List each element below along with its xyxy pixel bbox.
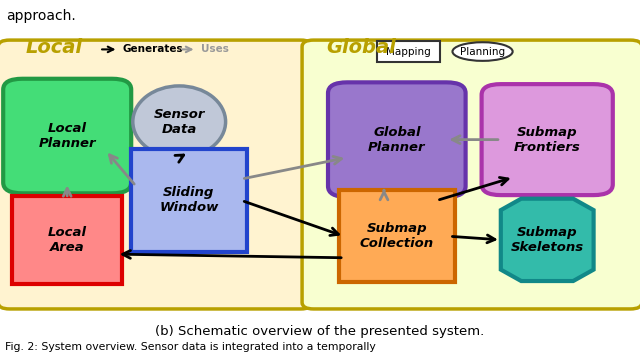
Ellipse shape	[133, 86, 226, 158]
Text: Sliding
Window: Sliding Window	[159, 187, 218, 214]
Text: approach.: approach.	[6, 9, 76, 23]
Text: Submap
Skeletons: Submap Skeletons	[511, 226, 584, 254]
FancyBboxPatch shape	[131, 149, 246, 252]
FancyBboxPatch shape	[481, 84, 613, 195]
FancyBboxPatch shape	[377, 41, 440, 62]
FancyBboxPatch shape	[12, 196, 122, 284]
Text: Sensor
Data: Sensor Data	[154, 108, 205, 136]
Text: Planning: Planning	[460, 47, 505, 57]
Text: Submap
Frontiers: Submap Frontiers	[514, 126, 580, 154]
Text: Submap
Collection: Submap Collection	[360, 222, 434, 250]
Ellipse shape	[452, 42, 513, 61]
Text: Local: Local	[26, 38, 83, 57]
Text: Uses: Uses	[201, 44, 229, 54]
Text: Fig. 2: System overview. Sensor data is integrated into a temporally: Fig. 2: System overview. Sensor data is …	[5, 342, 376, 352]
Text: Generates: Generates	[123, 44, 184, 54]
FancyBboxPatch shape	[302, 40, 640, 309]
FancyBboxPatch shape	[0, 40, 312, 309]
FancyBboxPatch shape	[328, 82, 466, 197]
Text: Local
Planner: Local Planner	[38, 122, 96, 150]
Text: Local
Area: Local Area	[48, 226, 86, 254]
FancyBboxPatch shape	[339, 190, 454, 282]
Text: Global
Planner: Global Planner	[368, 126, 426, 154]
Text: Mapping: Mapping	[386, 47, 431, 57]
Text: Global: Global	[326, 38, 396, 57]
FancyBboxPatch shape	[3, 79, 131, 193]
Text: (b) Schematic overview of the presented system.: (b) Schematic overview of the presented …	[156, 325, 484, 338]
Polygon shape	[500, 199, 594, 281]
